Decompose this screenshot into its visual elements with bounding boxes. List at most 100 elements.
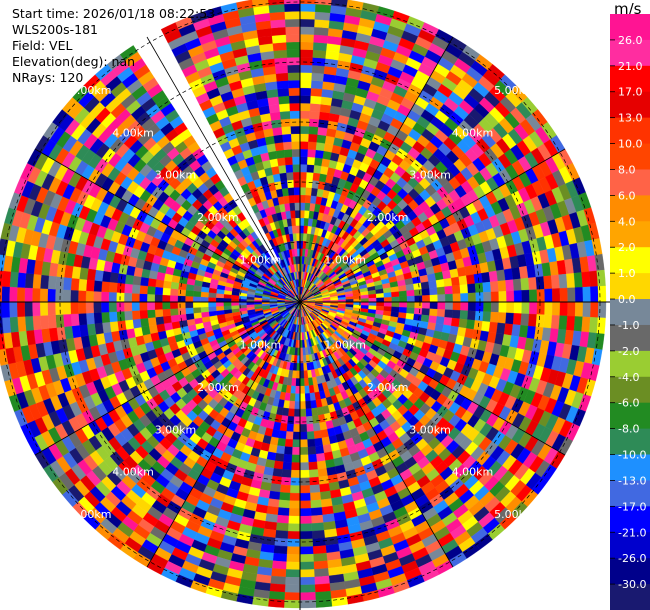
ppi-gate [293, 424, 301, 433]
ppi-gate [322, 443, 332, 454]
ppi-gate [288, 508, 301, 517]
ppi-gate [383, 297, 392, 303]
ppi-gate [490, 281, 499, 293]
colorbar-tick-label: 8.0 [618, 163, 636, 176]
ppi-gate [535, 314, 545, 328]
ppi-gate [273, 545, 288, 555]
ppi-gate [293, 187, 301, 196]
ppi-gate [299, 156, 308, 165]
ppi-gate [123, 301, 133, 312]
ppi-gate [303, 362, 308, 371]
ppi-gate [422, 295, 431, 303]
ppi-gate [223, 301, 232, 307]
ppi-gate [299, 64, 313, 73]
ppi-gate [283, 446, 293, 455]
ppi-gate [503, 268, 514, 281]
ppi-gate [312, 422, 321, 432]
ppi-gate [293, 408, 301, 417]
ppi-gate [295, 217, 301, 226]
ppi-gate [299, 592, 316, 601]
ppi-gate [482, 281, 492, 293]
ppi-gate [281, 469, 292, 478]
ppi-gate [391, 306, 400, 313]
ppi-gate [85, 312, 95, 325]
ppi-gate [281, 187, 289, 197]
ppi-gate [289, 102, 301, 112]
ppi-gate [272, 42, 287, 52]
ppi-gate [284, 592, 301, 601]
ppi-gate [536, 301, 545, 315]
ppi-gate [283, 599, 301, 609]
ppi-gate [303, 370, 309, 379]
ppi-gate [309, 492, 321, 501]
ppi-gate [162, 315, 172, 324]
ppi-gate [155, 279, 165, 288]
ppi-gate [582, 286, 591, 303]
ppi-gate [86, 268, 97, 281]
ppi-gate [299, 87, 312, 96]
ppi-gate [490, 311, 499, 323]
ppi-gate [304, 393, 311, 402]
ppi-gate [299, 553, 314, 563]
ppi-gate [313, 560, 329, 570]
ppi-gate [279, 103, 291, 112]
ppi-gate [315, 3, 332, 14]
ppi-gate [162, 308, 171, 317]
ppi-gate [299, 164, 308, 173]
ppi-gate [529, 301, 538, 315]
ppi-gate [299, 508, 312, 517]
ppi-gate [483, 301, 492, 313]
ppi-gate [287, 531, 301, 540]
ppi-gate [307, 149, 317, 158]
ppi-gate [291, 454, 301, 463]
ppi-gate [275, 149, 285, 159]
ppi-gate [299, 102, 311, 112]
ppi-gate [444, 309, 453, 319]
ppi-gate [287, 57, 301, 66]
ppi-gate [282, 461, 292, 471]
ppi-gate [279, 172, 288, 182]
range-ring-label: 4.00km [452, 466, 494, 479]
ppi-gate [39, 288, 49, 303]
ppi-gate [93, 291, 102, 303]
colorbar-tick-label: 2.0 [618, 241, 636, 254]
ppi-gate [70, 277, 80, 291]
ppi-gate [185, 307, 194, 315]
ppi-gate [40, 274, 50, 289]
ppi-gate [566, 315, 576, 331]
ppi-gate [63, 277, 72, 291]
ppi-gate [231, 305, 240, 310]
ppi-gate [503, 323, 514, 336]
ppi-gate [567, 287, 576, 303]
ppi-gate [299, 26, 315, 35]
ppi-gate [154, 301, 163, 310]
ppi-gate [550, 274, 560, 289]
ppi-gate [360, 298, 370, 303]
ppi-gate [307, 446, 317, 455]
ppi-gate [291, 148, 301, 158]
ppi-gate [299, 49, 314, 58]
ppi-gate [272, 126, 283, 136]
ppi-gate [306, 423, 314, 433]
ppi-gate [315, 445, 325, 455]
ppi-gate [544, 288, 553, 303]
ppi-gate [185, 301, 194, 309]
ppi-gate [299, 538, 313, 547]
ppi-gate [299, 546, 314, 555]
ppi-gate [429, 287, 438, 296]
ppi-gate [17, 316, 27, 332]
ppi-gate [40, 315, 50, 330]
ppi-gate [311, 80, 324, 90]
ppi-gate [169, 288, 179, 296]
ppi-gate [286, 49, 301, 58]
ppi-gate [269, 483, 281, 493]
ppi-gate [521, 289, 530, 303]
range-ring-label: 5.00km [70, 84, 112, 97]
ppi-gate [276, 514, 289, 524]
ppi-gate [451, 285, 461, 295]
ppi-gate [285, 576, 301, 586]
colorbar-unit-label: m/s [614, 0, 642, 18]
ppi-gate [590, 286, 599, 303]
ppi-gate [588, 270, 599, 287]
ppi-gate [466, 319, 476, 330]
